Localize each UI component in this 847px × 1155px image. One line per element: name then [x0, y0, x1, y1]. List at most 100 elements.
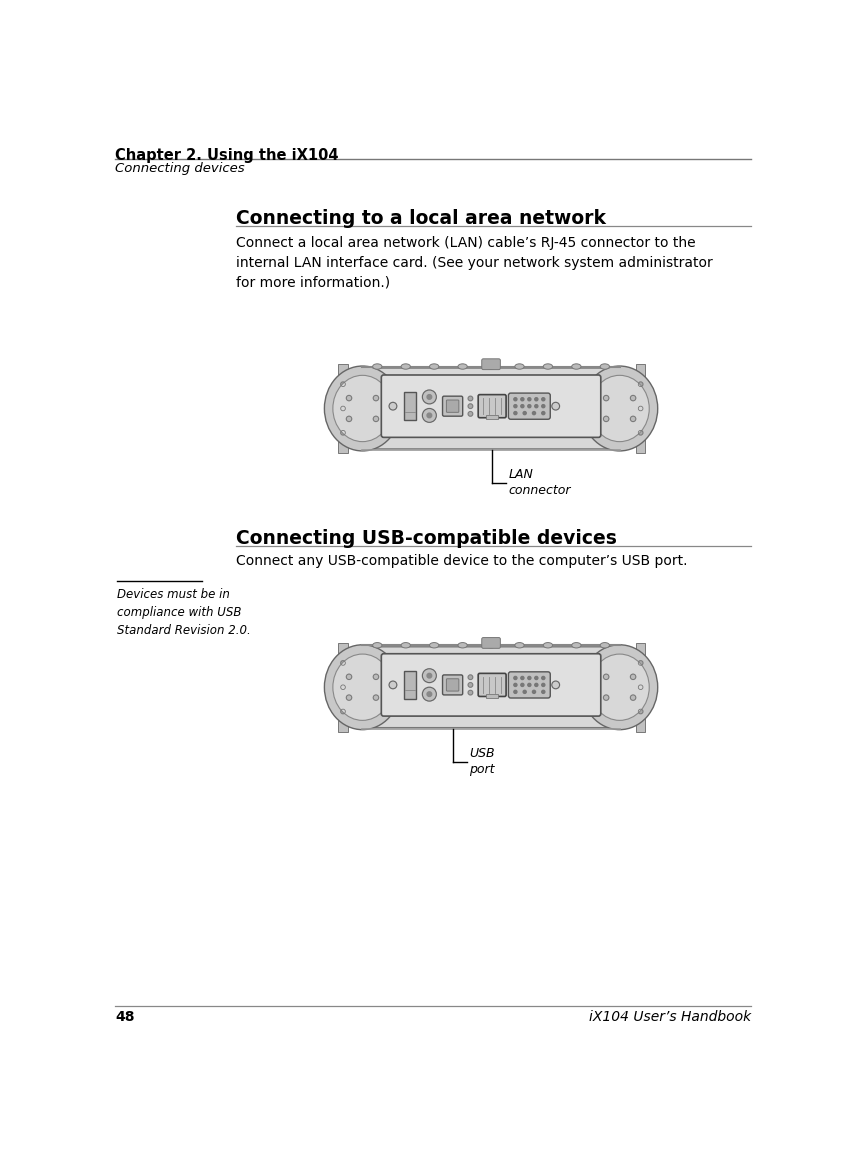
Circle shape [346, 675, 352, 679]
Circle shape [630, 416, 636, 422]
Text: USB: USB [469, 747, 495, 760]
Text: Connecting devices: Connecting devices [115, 162, 245, 174]
Ellipse shape [543, 642, 552, 648]
FancyBboxPatch shape [482, 359, 501, 370]
FancyBboxPatch shape [442, 675, 462, 695]
Circle shape [427, 673, 432, 678]
FancyBboxPatch shape [357, 647, 625, 728]
Ellipse shape [515, 364, 524, 370]
Circle shape [423, 669, 436, 683]
Circle shape [521, 397, 524, 401]
Text: Connecting USB-compatible devices: Connecting USB-compatible devices [236, 529, 617, 547]
FancyBboxPatch shape [442, 396, 462, 416]
Ellipse shape [373, 642, 382, 648]
Circle shape [630, 675, 636, 679]
Circle shape [603, 695, 609, 700]
Bar [486, 416, 498, 419]
Circle shape [630, 395, 636, 401]
Circle shape [514, 397, 517, 401]
Ellipse shape [486, 364, 495, 370]
Text: LAN: LAN [508, 468, 534, 482]
Ellipse shape [324, 366, 401, 450]
Bar [338, 364, 347, 453]
Circle shape [427, 395, 432, 400]
Ellipse shape [458, 642, 468, 648]
Circle shape [639, 407, 643, 411]
Text: iX104 User’s Handbook: iX104 User’s Handbook [589, 1011, 750, 1024]
Circle shape [389, 681, 396, 688]
Ellipse shape [429, 364, 439, 370]
Circle shape [514, 411, 517, 415]
Text: Connecting to a local area network: Connecting to a local area network [236, 209, 606, 229]
Circle shape [427, 413, 432, 418]
Circle shape [340, 407, 346, 411]
Circle shape [340, 382, 346, 387]
Bar [404, 393, 416, 420]
Ellipse shape [429, 642, 439, 648]
Circle shape [533, 411, 535, 415]
Circle shape [514, 677, 517, 679]
Circle shape [542, 691, 545, 693]
Circle shape [639, 382, 643, 387]
Text: Connect a local area network (LAN) cable’s RJ-45 connector to the
internal LAN i: Connect a local area network (LAN) cable… [236, 236, 713, 290]
Circle shape [468, 411, 473, 416]
Circle shape [603, 675, 609, 679]
Circle shape [423, 409, 436, 423]
Ellipse shape [572, 364, 581, 370]
Text: Chapter 2. Using the iX104: Chapter 2. Using the iX104 [115, 148, 339, 163]
Circle shape [533, 691, 535, 693]
Ellipse shape [486, 642, 495, 648]
Circle shape [468, 683, 473, 687]
Circle shape [514, 684, 517, 686]
FancyBboxPatch shape [357, 368, 625, 449]
Circle shape [542, 684, 545, 686]
Circle shape [528, 684, 531, 686]
Ellipse shape [601, 642, 610, 648]
Text: Devices must be in
compliance with USB
Standard Revision 2.0.: Devices must be in compliance with USB S… [117, 588, 251, 636]
Circle shape [423, 687, 436, 701]
FancyBboxPatch shape [446, 679, 459, 691]
Bar [486, 694, 498, 698]
Circle shape [340, 661, 346, 665]
Circle shape [534, 684, 538, 686]
Circle shape [340, 685, 346, 690]
Bar [404, 671, 416, 699]
Circle shape [374, 695, 379, 700]
Ellipse shape [373, 364, 382, 370]
Bar [636, 364, 645, 453]
Ellipse shape [601, 364, 610, 370]
Ellipse shape [582, 644, 658, 730]
Circle shape [427, 692, 432, 696]
Circle shape [542, 411, 545, 415]
Ellipse shape [333, 654, 392, 721]
Ellipse shape [590, 654, 650, 721]
Circle shape [468, 675, 473, 679]
Circle shape [389, 402, 396, 410]
Bar [636, 643, 645, 731]
Ellipse shape [333, 375, 392, 441]
Ellipse shape [401, 642, 411, 648]
Circle shape [528, 404, 531, 408]
Ellipse shape [401, 364, 411, 370]
Circle shape [521, 677, 524, 679]
Ellipse shape [324, 644, 401, 730]
Circle shape [346, 695, 352, 700]
Circle shape [534, 397, 538, 401]
Circle shape [523, 411, 526, 415]
Circle shape [534, 404, 538, 408]
FancyBboxPatch shape [479, 395, 507, 418]
Circle shape [639, 431, 643, 435]
Circle shape [639, 661, 643, 665]
Text: Connect any USB-compatible device to the computer’s USB port.: Connect any USB-compatible device to the… [236, 554, 688, 568]
Circle shape [521, 404, 524, 408]
Circle shape [374, 395, 379, 401]
Circle shape [468, 404, 473, 409]
Circle shape [468, 691, 473, 695]
Ellipse shape [458, 364, 468, 370]
Ellipse shape [582, 366, 658, 450]
Circle shape [542, 397, 545, 401]
Text: port: port [469, 763, 495, 776]
Circle shape [340, 431, 346, 435]
Circle shape [374, 416, 379, 422]
Ellipse shape [572, 642, 581, 648]
